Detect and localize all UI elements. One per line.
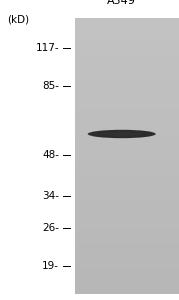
Text: 26-: 26- [42, 223, 59, 233]
Ellipse shape [88, 130, 156, 138]
Text: (kD): (kD) [7, 15, 29, 25]
Text: 117-: 117- [35, 43, 59, 53]
Text: 48-: 48- [42, 150, 59, 160]
Text: 34-: 34- [42, 191, 59, 201]
Ellipse shape [100, 132, 144, 136]
Bar [75, 18, 179, 294]
Text: A549: A549 [107, 0, 136, 6]
Text: 85-: 85- [42, 81, 59, 91]
Text: 19-: 19- [42, 261, 59, 271]
